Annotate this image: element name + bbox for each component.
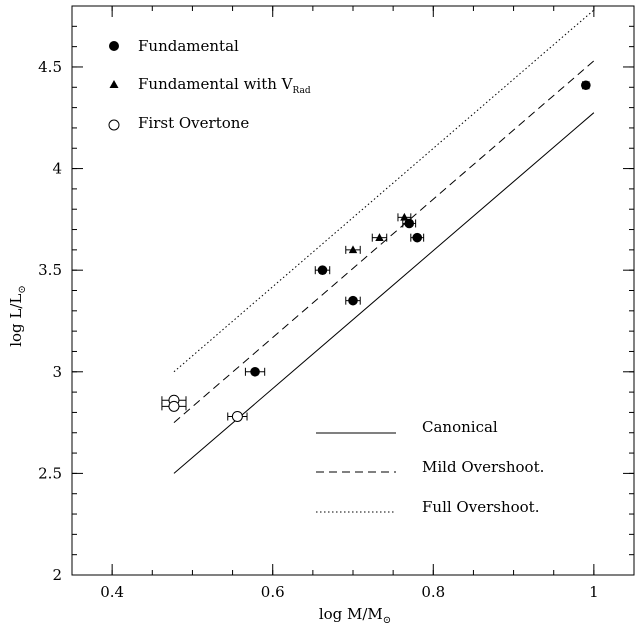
y-tick-label: 3.5 — [38, 261, 62, 279]
legend-label-fundamental-vrad: Fundamental with VRad — [138, 75, 311, 96]
x-tick-label: 0.4 — [100, 583, 124, 601]
axis-ticks: 0.4 0.6 0.8 1 2 2.5 3 3.5 4 4.5 — [38, 5, 635, 601]
legend-entry-full-overshoot: Full Overshoot. — [316, 498, 539, 516]
legend-label-canonical: Canonical — [422, 418, 498, 436]
model-line-dashed — [173, 60, 595, 423]
y-tick-label: 4.5 — [38, 58, 62, 76]
model-line-solid — [173, 112, 595, 474]
data-point-first-overtone — [231, 410, 243, 422]
model-line-dotted — [173, 9, 595, 373]
legend-marker-filled-circle — [109, 41, 119, 51]
legend-label-full-overshoot: Full Overshoot. — [422, 498, 539, 516]
legend-entry-canonical: Canonical — [316, 418, 498, 436]
data-points — [161, 80, 591, 422]
data-point-fundamental — [581, 80, 591, 91]
data-point-fundamental — [317, 265, 328, 275]
legend-label-first-overtone: First Overtone — [138, 114, 249, 132]
data-point-fundamental — [348, 295, 358, 306]
y-axis-label: log L/L⊙ — [7, 285, 28, 347]
legend-series: Fundamental Fundamental with VRad First … — [108, 37, 311, 132]
data-point-fundamental-vrad — [400, 212, 409, 221]
x-tick-label: 0.8 — [421, 583, 445, 601]
data-point-fundamental — [412, 232, 423, 243]
data-point-fundamental-vrad — [375, 233, 384, 241]
x-tick-label: 0.6 — [261, 583, 285, 601]
y-tick-label: 2.5 — [38, 464, 62, 482]
y-tick-label: 4 — [52, 160, 62, 178]
y-tick-label: 3 — [52, 363, 62, 381]
legend-entry-fundamental-vrad: Fundamental with VRad — [109, 75, 311, 96]
x-axis-label: log M/M⊙ — [319, 605, 391, 626]
y-tick-label: 2 — [52, 566, 62, 584]
legend-entry-mild-overshoot: Mild Overshoot. — [316, 458, 544, 476]
legend-label-mild-overshoot: Mild Overshoot. — [422, 458, 544, 476]
data-point-fundamental — [250, 366, 260, 377]
legend-entry-first-overtone: First Overtone — [108, 114, 249, 132]
data-point-first-overtone — [168, 400, 180, 412]
x-tick-label: 1 — [589, 583, 599, 601]
model-lines — [173, 9, 595, 474]
data-point-fundamental-vrad — [348, 245, 358, 254]
legend-lines: Canonical Mild Overshoot. Full Overshoot… — [316, 418, 544, 516]
legend-marker-open-circle — [108, 119, 120, 131]
legend-label-fundamental: Fundamental — [138, 37, 239, 55]
data-point-fundamental — [404, 218, 415, 229]
legend-marker-filled-triangle — [109, 80, 119, 88]
legend-entry-fundamental: Fundamental — [109, 37, 239, 55]
